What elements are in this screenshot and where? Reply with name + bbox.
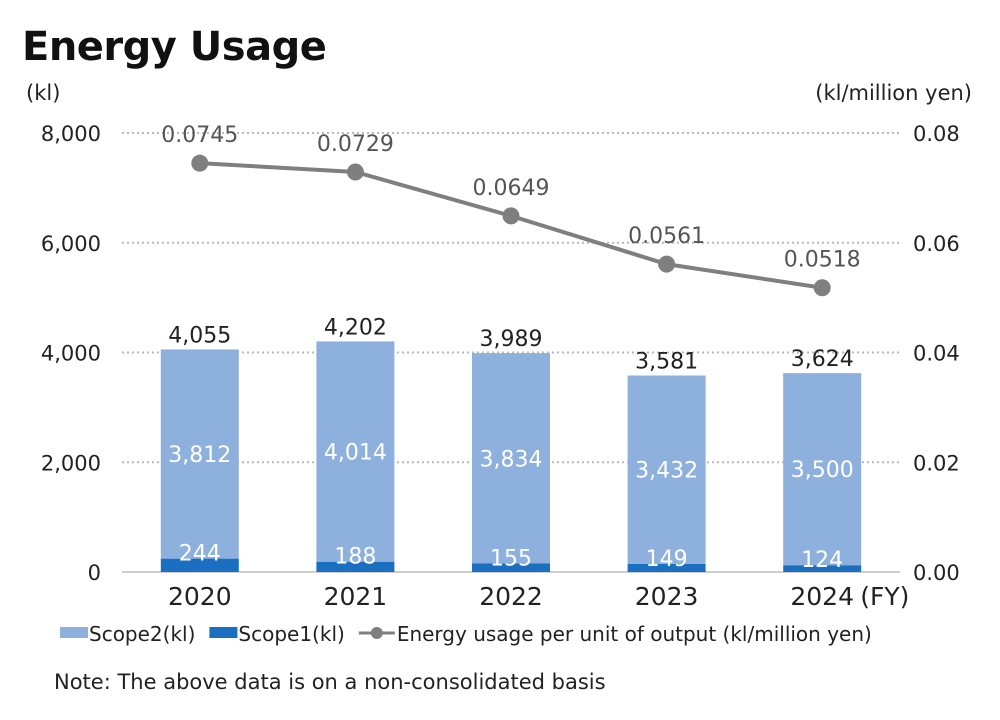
- bar-scope1: [783, 565, 862, 572]
- line-point: [191, 154, 209, 172]
- line-point: [658, 255, 676, 273]
- chart-title: Energy Usage: [22, 24, 327, 70]
- legend-swatch: [60, 627, 88, 638]
- data-label-total: 3,624: [791, 347, 854, 372]
- data-label-scope2: 3,500: [791, 458, 854, 483]
- footnote: Note: The above data is on a non-consoli…: [54, 670, 606, 694]
- x-tick-label: 2022: [479, 582, 543, 611]
- data-label-scope2: 3,432: [635, 459, 698, 484]
- bar-scope2: [472, 353, 550, 564]
- left-tick-label: 4,000: [41, 342, 101, 366]
- bar-scope2: [627, 375, 706, 564]
- right-tick-label: 0.02: [913, 451, 960, 475]
- legend-label: Energy usage per unit of output (kl/mill…: [397, 622, 872, 646]
- legend-label: Scope2(kl): [89, 622, 195, 646]
- right-tick-label: 0.08: [913, 122, 960, 146]
- data-label-scope1: 244: [179, 542, 221, 567]
- data-label-scope1: 155: [490, 546, 532, 571]
- data-label-total: 4,202: [324, 315, 387, 340]
- left-axis-label: (kl): [26, 81, 60, 105]
- line-point: [502, 207, 520, 225]
- x-tick-label: 2023: [635, 582, 699, 611]
- bar-scope2: [783, 373, 862, 566]
- right-tick-label: 0.06: [913, 232, 960, 256]
- bar-scope2: [316, 341, 395, 562]
- bar-scope1: [627, 563, 706, 572]
- bar-scope2: [160, 349, 239, 559]
- x-axis-unit: (FY): [860, 582, 909, 611]
- data-label-total: 4,055: [168, 323, 231, 348]
- x-tick-label: 2024: [790, 582, 854, 611]
- data-label-scope1: 188: [334, 545, 376, 570]
- left-tick-label: 8,000: [41, 122, 101, 146]
- bar-scope1: [472, 563, 550, 572]
- left-tick-label: 6,000: [41, 232, 101, 256]
- line-point: [813, 279, 831, 297]
- right-tick-label: 0.00: [913, 561, 960, 585]
- x-tick-label: 2020: [168, 582, 232, 611]
- bar-scope1: [316, 561, 395, 572]
- left-tick-label: 0: [88, 561, 101, 585]
- left-tick-label: 2,000: [41, 451, 101, 475]
- data-label-scope2: 4,014: [324, 441, 387, 466]
- data-label-line: 0.0745: [161, 123, 238, 148]
- data-label-scope1: 149: [646, 547, 688, 572]
- legend-label: Scope1(kl): [238, 622, 344, 646]
- data-label-total: 3,581: [635, 349, 698, 374]
- data-label-line: 0.0729: [317, 132, 394, 157]
- data-label-line: 0.0518: [784, 248, 861, 273]
- chart-svg: 0 0.00 2,000 0.02 4,000 0.04 6,000 0.06 8,000 0.0…: [26, 81, 972, 646]
- legend-swatch: [209, 627, 238, 638]
- bar-scope1: [160, 558, 239, 572]
- legend-marker: [370, 627, 383, 639]
- data-label-scope2: 3,812: [168, 443, 231, 468]
- right-tick-label: 0.04: [913, 342, 960, 366]
- data-label-line: 0.0649: [473, 176, 550, 201]
- data-label-scope2: 3,834: [480, 447, 543, 472]
- line-point: [346, 163, 364, 181]
- data-label-scope1: 124: [801, 548, 843, 573]
- right-axis-label: (kl/million yen): [815, 81, 972, 105]
- x-tick-label: 2021: [324, 582, 388, 611]
- data-label-line: 0.0561: [628, 224, 705, 249]
- data-label-total: 3,989: [480, 327, 543, 352]
